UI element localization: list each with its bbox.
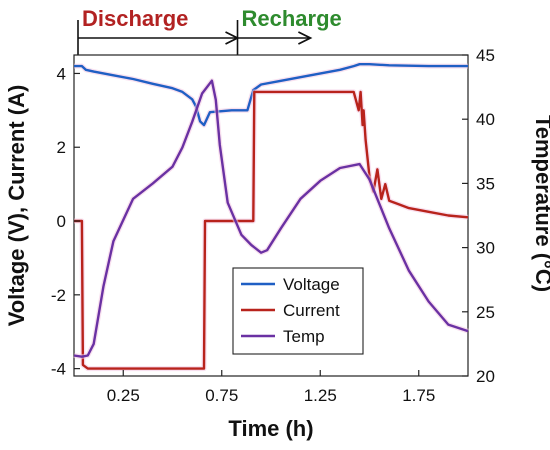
legend: Voltage Current Temp [232, 267, 364, 355]
x-tick-label: 1.75 [402, 386, 435, 405]
phase-label: Recharge [242, 6, 342, 31]
right-y-tick-label: 25 [476, 303, 495, 322]
left-y-tick-label: -2 [51, 286, 66, 305]
arrow-head-icon [297, 31, 313, 45]
series-line-temp [73, 79, 469, 358]
left-y-tick-label: 0 [57, 212, 66, 231]
legend-label-current: Current [283, 301, 340, 320]
x-axis-title: Time (h) [228, 416, 313, 441]
right-y-axis: 20 25 30 35 40 45 [462, 46, 495, 386]
series-layer [73, 61, 469, 372]
left-y-tick-label: 4 [57, 64, 66, 83]
x-tick-label: 0.25 [107, 386, 140, 405]
left-y-tick-label: -4 [51, 360, 66, 379]
left-y-axis: -4 -2 0 2 4 [51, 64, 80, 379]
legend-label-voltage: Voltage [283, 275, 340, 294]
right-y-tick-label: 40 [476, 110, 495, 129]
left-y-tick-label: 2 [57, 138, 66, 157]
right-y-axis-title: Temperature (°C) [531, 115, 550, 292]
x-tick-label: 0.75 [205, 386, 238, 405]
x-tick-label: 1.25 [304, 386, 337, 405]
series-line-voltage [74, 63, 468, 127]
right-y-tick-label: 35 [476, 174, 495, 193]
right-y-tick-label: 45 [476, 46, 495, 65]
series-line-current [74, 90, 469, 370]
left-y-axis-title: Voltage (V), Current (A) [4, 85, 29, 327]
legend-label-temp: Temp [283, 327, 325, 346]
x-axis: 0.25 0.75 1.25 1.75 [107, 370, 435, 405]
right-y-tick-label: 20 [476, 367, 495, 386]
phase-annotations: Discharge Recharge [77, 6, 342, 55]
phase-label: Discharge [82, 6, 188, 31]
right-y-tick-label: 30 [476, 239, 495, 258]
